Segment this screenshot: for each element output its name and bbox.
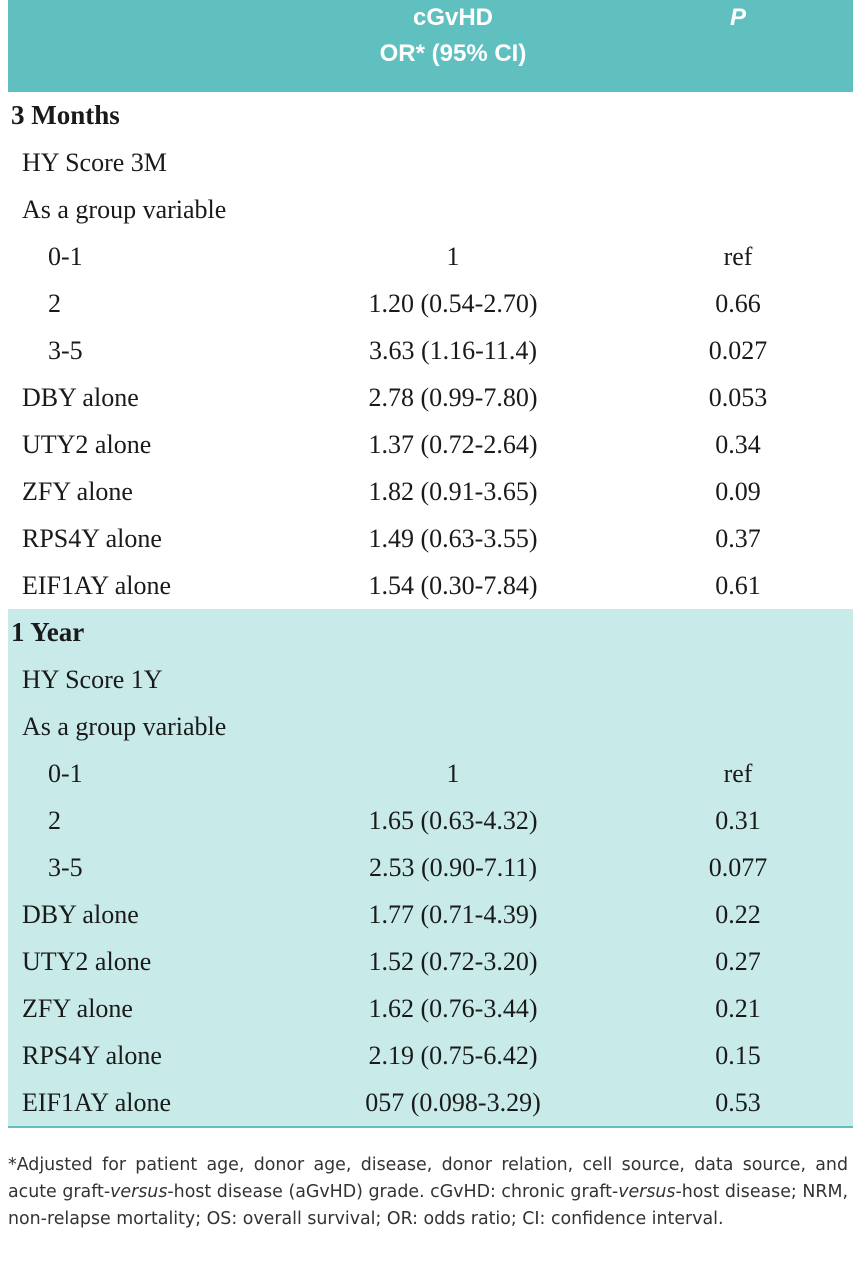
row-label: UTY2 alone: [22, 947, 152, 976]
row-label: EIF1AY alone: [22, 571, 172, 600]
row-or-value: 2.53 (0.90-7.11): [368, 853, 537, 882]
row-or-value: 057 (0.098-3.29): [365, 1088, 541, 1117]
row-p-value: 0.027: [708, 336, 768, 365]
row-p-value: 0.66: [715, 289, 761, 318]
row-p-value: 0.37: [715, 524, 761, 553]
table-row: EIF1AY alone 1.54 (0.30-7.84) 0.61: [8, 562, 853, 609]
row-or-value: 1.65 (0.63-4.32): [368, 806, 538, 835]
table-row: HY Score 1Y: [8, 656, 853, 703]
footnote-text: *Adjusted for patient age, donor age, di…: [8, 1155, 848, 1202]
section-title: 1 Year: [11, 617, 85, 647]
table-row: RPS4Y alone 2.19 (0.75-6.42) 0.15: [8, 1032, 853, 1079]
row-label: RPS4Y alone: [22, 524, 162, 553]
section-1-year: 1 Year HY Score 1Y As a group variable 0…: [8, 609, 853, 1126]
row-or-value: 2.78 (0.99-7.80): [368, 383, 538, 412]
table-row: 3-5 2.53 (0.90-7.11) 0.077: [8, 844, 853, 891]
row-or-value: 1.77 (0.71-4.39): [368, 900, 538, 929]
section-title: 3 Months: [11, 100, 120, 130]
row-p-value: 0.22: [715, 900, 761, 929]
row-label: DBY alone: [22, 383, 139, 412]
footnote-text: -host disease; NRM, non-relapse mortalit…: [8, 1182, 849, 1229]
header-p-label: P: [729, 4, 746, 31]
row-or-value: 3.63 (1.16-11.4): [368, 336, 537, 365]
table-row: As a group variable: [8, 703, 853, 750]
table-footnote: *Adjusted for patient age, donor age, di…: [8, 1152, 848, 1233]
table-header: cGvHD OR* (95% CI) P: [8, 0, 853, 92]
header-or-label: OR* (95% CI): [379, 40, 527, 67]
header-or-column: cGvHD OR* (95% CI): [308, 0, 598, 72]
table-row: ZFY alone 1.62 (0.76-3.44) 0.21: [8, 985, 853, 1032]
row-or-value: 2.19 (0.75-6.42): [368, 1041, 538, 1070]
row-label: HY Score 1Y: [22, 665, 163, 694]
table-row: DBY alone 1.77 (0.71-4.39) 0.22: [8, 891, 853, 938]
table-row: UTY2 alone 1.52 (0.72-3.20) 0.27: [8, 938, 853, 985]
table-row: UTY2 alone 1.37 (0.72-2.64) 0.34: [8, 421, 853, 468]
row-label: 0-1: [48, 242, 83, 271]
row-or-value: 1.52 (0.72-3.20): [368, 947, 538, 976]
table-bottom-rule: [8, 1126, 853, 1128]
row-p-value: 0.53: [715, 1088, 761, 1117]
row-p-value: 0.31: [715, 806, 761, 835]
row-label: 2: [48, 289, 61, 318]
row-label: As a group variable: [22, 195, 227, 224]
table-row: 2 1.20 (0.54-2.70) 0.66: [8, 280, 853, 327]
table-row: RPS4Y alone 1.49 (0.63-3.55) 0.37: [8, 515, 853, 562]
table-row: As a group variable: [8, 186, 853, 233]
row-p-value: 0.34: [715, 430, 761, 459]
table-row: EIF1AY alone 057 (0.098-3.29) 0.53: [8, 1079, 853, 1126]
row-p-value: ref: [723, 242, 753, 271]
table-row: 2 1.65 (0.63-4.32) 0.31: [8, 797, 853, 844]
header-outcome-label: cGvHD: [412, 4, 494, 31]
row-p-value: 0.21: [715, 994, 761, 1023]
row-or-value: 1.49 (0.63-3.55): [368, 524, 538, 553]
row-or-value: 1: [446, 242, 460, 271]
table-row: 0-1 1 ref: [8, 750, 853, 797]
footnote-italic-versus: versus: [110, 1182, 168, 1202]
row-p-value: 0.61: [715, 571, 761, 600]
row-or-value: 1.82 (0.91-3.65): [368, 477, 538, 506]
row-p-value: 0.15: [715, 1041, 761, 1070]
row-label: EIF1AY alone: [22, 1088, 172, 1117]
row-p-value: 0.053: [708, 383, 768, 412]
row-label: 3-5: [48, 336, 83, 365]
section-title-row: 1 Year: [8, 609, 853, 656]
section-3-months: 3 Months HY Score 3M As a group variable…: [8, 92, 853, 609]
row-label: 3-5: [48, 853, 83, 882]
row-label: HY Score 3M: [22, 148, 167, 177]
table-row: HY Score 3M: [8, 139, 853, 186]
table-row: ZFY alone 1.82 (0.91-3.65) 0.09: [8, 468, 853, 515]
row-or-value: 1.37 (0.72-2.64): [368, 430, 538, 459]
row-label: UTY2 alone: [22, 430, 152, 459]
table-row: 3-5 3.63 (1.16-11.4) 0.027: [8, 327, 853, 374]
row-p-value: 0.27: [715, 947, 761, 976]
row-label: DBY alone: [22, 900, 139, 929]
row-or-value: 1: [446, 759, 460, 788]
row-label: As a group variable: [22, 712, 227, 741]
row-p-value: 0.077: [708, 853, 768, 882]
row-label: ZFY alone: [22, 994, 133, 1023]
row-or-value: 1.62 (0.76-3.44): [368, 994, 538, 1023]
row-label: 2: [48, 806, 61, 835]
row-p-value: ref: [723, 759, 753, 788]
row-p-value: 0.09: [715, 477, 761, 506]
row-label: ZFY alone: [22, 477, 133, 506]
footnote-text: -host disease (aGvHD) grade. cGvHD: chro…: [167, 1182, 619, 1202]
row-label: 0-1: [48, 759, 83, 788]
row-or-value: 1.54 (0.30-7.84): [368, 571, 538, 600]
row-or-value: 1.20 (0.54-2.70): [368, 289, 538, 318]
footnote-italic-versus: versus: [618, 1182, 676, 1202]
table-row: DBY alone 2.78 (0.99-7.80) 0.053: [8, 374, 853, 421]
results-table: cGvHD OR* (95% CI) P 3 Months HY Score 3…: [8, 0, 853, 1128]
section-title-row: 3 Months: [8, 92, 853, 139]
row-label: RPS4Y alone: [22, 1041, 162, 1070]
table-row: 0-1 1 ref: [8, 233, 853, 280]
